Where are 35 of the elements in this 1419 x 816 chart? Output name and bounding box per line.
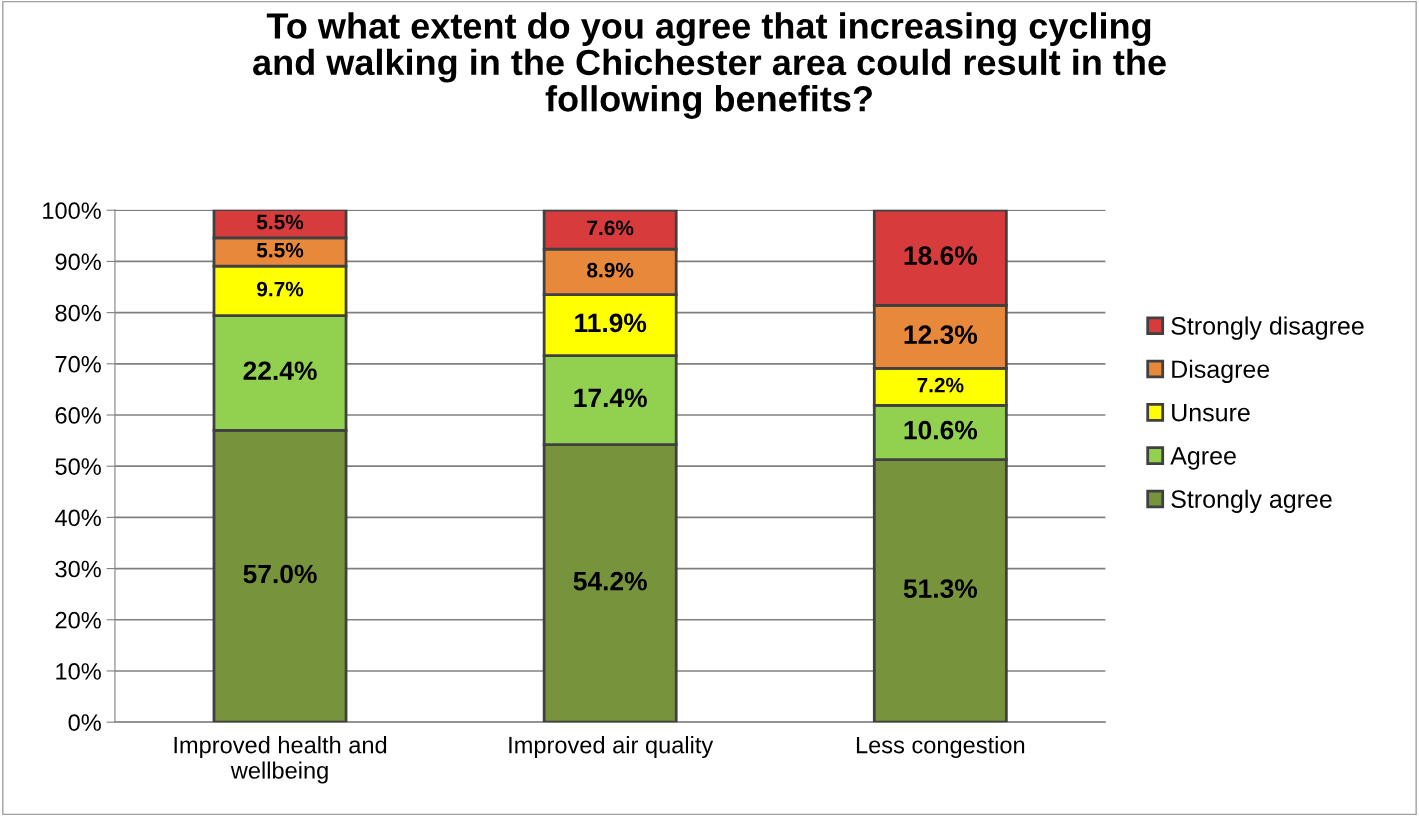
- data-label: 11.9%: [575, 313, 647, 333]
- y-tick-label: 20%: [55, 611, 101, 629]
- y-tick-label: 30%: [55, 560, 101, 578]
- data-label: 12.3%: [904, 325, 978, 345]
- data-label: 17.4%: [574, 388, 647, 408]
- y-tick-label: 90%: [55, 253, 101, 271]
- data-label: 51.3%: [903, 579, 978, 598]
- data-label: 18.6%: [904, 246, 978, 265]
- y-tick-label: 70%: [55, 355, 101, 373]
- y-tick-label: 0%: [68, 714, 101, 731]
- y-tick-label: 40%: [55, 509, 101, 527]
- data-label: 7.6%: [587, 220, 634, 236]
- data-label: 7.2%: [917, 377, 964, 393]
- y-tick-label: 100%: [43, 202, 101, 220]
- data-label: 22.4%: [243, 361, 317, 381]
- legend-label: Agree: [1170, 447, 1236, 470]
- y-tick-label: 80%: [55, 304, 101, 322]
- x-tick-label: Improved air quality: [509, 736, 714, 759]
- data-label: 8.9%: [587, 262, 634, 278]
- data-label: 5.5%: [256, 242, 304, 258]
- legend-label: Strongly disagree: [1171, 316, 1364, 340]
- chart-title: To what extent do you agree that increasing cycling and walking in the Chichester area could result in the following benefits?: [253, 12, 1166, 119]
- y-tick-label: 10%: [56, 663, 101, 680]
- x-tick-label: Improved health and wellbeing: [174, 736, 387, 784]
- x-tick-label: Less congestion: [856, 736, 1025, 759]
- data-label: 5.5%: [256, 214, 304, 230]
- data-label: 57.0%: [243, 564, 317, 584]
- data-label: 9.7%: [257, 281, 304, 297]
- y-tick-label: 50%: [55, 458, 101, 475]
- data-label: 54.2%: [573, 571, 647, 591]
- data-label: 10.6%: [904, 420, 978, 440]
- legend-label: Disagree: [1172, 359, 1270, 384]
- y-tick-label: 60%: [55, 407, 101, 424]
- legend-label: Unsure: [1172, 403, 1250, 422]
- legend-label: Strongly agree: [1171, 489, 1332, 513]
